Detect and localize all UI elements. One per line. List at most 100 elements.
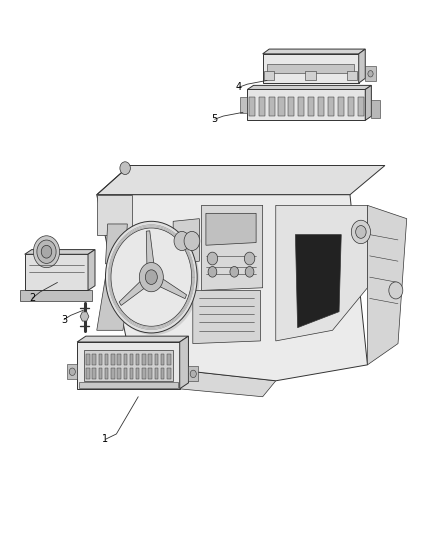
Polygon shape: [180, 336, 188, 389]
Polygon shape: [84, 350, 173, 381]
Polygon shape: [105, 368, 108, 379]
Circle shape: [190, 370, 196, 377]
Polygon shape: [117, 354, 121, 366]
Polygon shape: [20, 290, 92, 301]
Polygon shape: [148, 354, 152, 366]
Polygon shape: [105, 354, 108, 366]
Polygon shape: [263, 49, 365, 54]
Circle shape: [389, 282, 403, 299]
Polygon shape: [146, 231, 154, 264]
Polygon shape: [99, 354, 102, 366]
Polygon shape: [328, 97, 334, 116]
Polygon shape: [359, 49, 365, 83]
Circle shape: [145, 270, 157, 285]
Polygon shape: [106, 224, 127, 264]
Polygon shape: [264, 71, 275, 80]
Polygon shape: [288, 97, 294, 116]
Polygon shape: [173, 219, 199, 264]
Polygon shape: [123, 365, 276, 397]
Polygon shape: [155, 354, 158, 366]
Circle shape: [111, 228, 192, 326]
Polygon shape: [188, 367, 198, 381]
Circle shape: [207, 252, 218, 265]
Polygon shape: [258, 97, 265, 116]
Polygon shape: [358, 97, 364, 116]
Polygon shape: [160, 279, 187, 298]
Polygon shape: [365, 66, 376, 80]
Polygon shape: [318, 97, 324, 116]
Polygon shape: [25, 249, 95, 254]
Circle shape: [230, 266, 239, 277]
Polygon shape: [161, 368, 164, 379]
Polygon shape: [77, 342, 180, 389]
Polygon shape: [92, 368, 96, 379]
Polygon shape: [167, 354, 170, 366]
Circle shape: [368, 70, 373, 77]
Polygon shape: [97, 264, 132, 330]
Text: 3: 3: [61, 314, 67, 325]
Polygon shape: [142, 368, 146, 379]
Polygon shape: [338, 97, 344, 116]
Polygon shape: [99, 368, 102, 379]
Polygon shape: [305, 71, 316, 80]
Circle shape: [174, 231, 190, 251]
Polygon shape: [148, 368, 152, 379]
Polygon shape: [263, 54, 359, 83]
Circle shape: [37, 240, 56, 263]
Polygon shape: [111, 368, 115, 379]
Polygon shape: [136, 354, 139, 366]
Polygon shape: [124, 368, 127, 379]
Polygon shape: [88, 249, 95, 290]
Circle shape: [69, 368, 75, 375]
Polygon shape: [367, 205, 407, 365]
Polygon shape: [79, 382, 177, 387]
Polygon shape: [276, 205, 367, 341]
Circle shape: [120, 162, 131, 174]
Polygon shape: [268, 97, 275, 116]
Circle shape: [184, 231, 200, 251]
Polygon shape: [240, 97, 247, 112]
Polygon shape: [347, 71, 357, 80]
Polygon shape: [25, 254, 88, 290]
Polygon shape: [267, 64, 354, 73]
Polygon shape: [155, 368, 158, 379]
Polygon shape: [348, 97, 354, 116]
Polygon shape: [142, 354, 146, 366]
Circle shape: [208, 266, 217, 277]
Polygon shape: [67, 365, 77, 379]
Polygon shape: [365, 85, 371, 120]
Polygon shape: [130, 354, 133, 366]
Polygon shape: [86, 368, 90, 379]
Polygon shape: [92, 354, 96, 366]
Polygon shape: [371, 100, 380, 118]
Circle shape: [351, 220, 371, 244]
Polygon shape: [206, 213, 256, 245]
Text: 1: 1: [102, 434, 109, 445]
Polygon shape: [80, 312, 89, 321]
Text: 5: 5: [212, 114, 218, 124]
Polygon shape: [97, 195, 367, 381]
Circle shape: [356, 225, 366, 238]
Polygon shape: [97, 165, 130, 195]
Polygon shape: [136, 368, 139, 379]
Polygon shape: [193, 290, 261, 344]
Circle shape: [139, 263, 163, 292]
Circle shape: [33, 236, 60, 268]
Polygon shape: [167, 368, 170, 379]
Polygon shape: [247, 90, 365, 120]
Polygon shape: [97, 195, 132, 235]
Polygon shape: [97, 165, 385, 195]
Polygon shape: [161, 354, 164, 366]
Polygon shape: [77, 336, 188, 342]
Polygon shape: [295, 235, 341, 328]
Polygon shape: [201, 205, 263, 290]
Circle shape: [108, 223, 199, 335]
Text: 2: 2: [29, 293, 35, 303]
Text: 4: 4: [236, 82, 242, 92]
Polygon shape: [247, 85, 371, 90]
Polygon shape: [86, 354, 90, 366]
Circle shape: [41, 245, 52, 258]
Polygon shape: [249, 97, 255, 116]
Circle shape: [106, 221, 197, 333]
Circle shape: [244, 252, 255, 265]
